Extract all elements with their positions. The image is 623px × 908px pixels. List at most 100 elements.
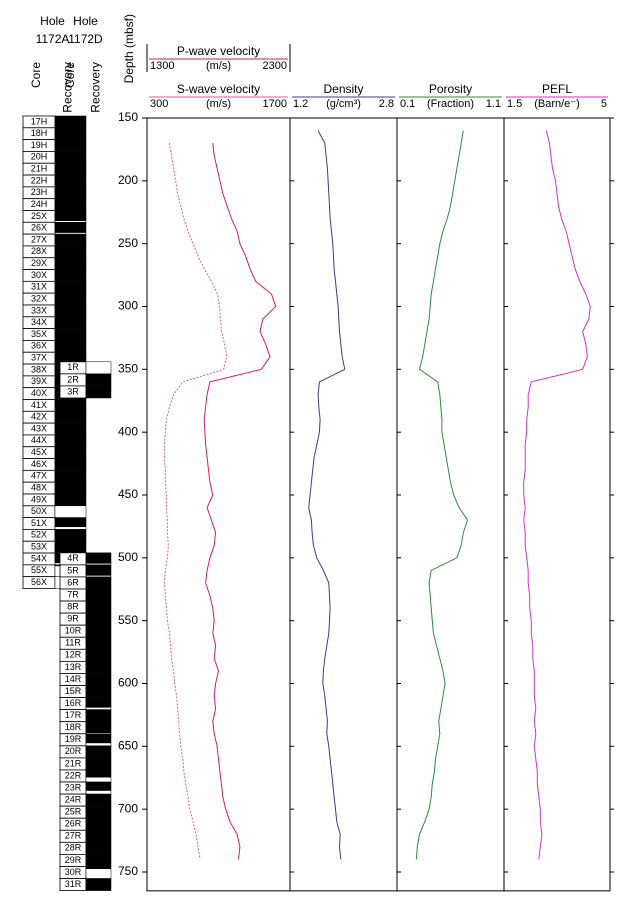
- recovery-bar: [55, 411, 86, 424]
- recovery-bar: [55, 517, 86, 528]
- recovery-bar: [55, 352, 86, 365]
- core-label: 4R: [67, 553, 79, 563]
- core-label: 10R: [65, 626, 82, 636]
- recovery-bar: [86, 564, 111, 576]
- recovery-bar: [55, 198, 86, 211]
- header-frame: [146, 44, 291, 72]
- core-label: 47X: [31, 471, 47, 481]
- recovery-bar: [55, 399, 86, 412]
- core-label: 45X: [31, 447, 47, 457]
- recovery-bar: [55, 458, 86, 471]
- scale-max: 1.1: [486, 98, 501, 110]
- recovery-bar: [55, 257, 86, 270]
- recovery-outline: [85, 361, 112, 375]
- recovery-bar: [55, 139, 86, 152]
- scale-min: 300: [150, 98, 168, 110]
- recovery-bar: [55, 493, 86, 506]
- core-label: 13R: [65, 662, 82, 672]
- recovery-bar: [55, 175, 86, 187]
- core-label: 29X: [31, 258, 47, 268]
- recovery-bar: [86, 854, 111, 867]
- core-label: 28X: [31, 246, 47, 256]
- y-tick-label: 250: [118, 236, 138, 250]
- core-label: 3R: [67, 386, 79, 396]
- core-label: 21H: [31, 164, 48, 174]
- scale-unit: (Barn/e⁻): [534, 98, 580, 110]
- core-label: 22R: [65, 770, 82, 780]
- core-label: 12R: [65, 650, 82, 660]
- core-label: 31R: [65, 879, 82, 889]
- recovery-bar: [86, 745, 111, 758]
- scale-unit: (m/s): [206, 98, 231, 110]
- recovery-bar: [55, 470, 86, 483]
- recovery-bar: [86, 649, 111, 662]
- y-tick-label: 550: [118, 613, 138, 627]
- recovery-bar: [86, 806, 111, 819]
- recovery-bar: [55, 328, 86, 341]
- core-label: 55X: [31, 565, 47, 575]
- recovery-outline: [54, 505, 87, 518]
- core-label: 52X: [31, 530, 47, 540]
- recovery-bar: [86, 794, 111, 807]
- recovery-bar: [55, 186, 86, 199]
- core-label: 6R: [67, 577, 79, 587]
- log-curve: [523, 130, 591, 860]
- core-label: 8R: [67, 601, 79, 611]
- core-label: 33X: [31, 305, 47, 315]
- recovery-bar: [86, 625, 111, 638]
- scale-max: 1700: [263, 98, 287, 110]
- core-label: 18R: [65, 722, 82, 732]
- recovery-bar: [86, 685, 111, 698]
- recovery-bar: [55, 529, 86, 542]
- log-curve: [203, 143, 277, 860]
- recovery-bar: [55, 423, 86, 435]
- scale-max: 5: [601, 98, 607, 110]
- recovery-bar: [55, 163, 86, 176]
- core-label: 30R: [65, 867, 82, 877]
- recovery-bar: [86, 552, 111, 564]
- scale-min: 1300: [150, 60, 174, 72]
- core-label: 49X: [31, 494, 47, 504]
- core-label: 37X: [31, 353, 47, 363]
- recovery-bar: [55, 541, 86, 554]
- core-label: 20R: [65, 746, 82, 756]
- core-label: 24R: [65, 794, 82, 804]
- y-tick-label: 150: [118, 110, 138, 124]
- log-curve: [415, 130, 469, 860]
- y-tick-label: 650: [118, 739, 138, 753]
- core-label: 5R: [67, 565, 79, 575]
- recovery-bar: [86, 576, 111, 589]
- core-label: 35X: [31, 329, 47, 339]
- recovery-bar: [86, 673, 111, 686]
- hole-name: 1172A: [36, 32, 70, 46]
- core-label: 1R: [67, 362, 79, 372]
- core-header: Core: [29, 62, 43, 88]
- scale-min: 1.5: [507, 98, 522, 110]
- recovery-bar: [86, 661, 111, 674]
- core-label: 56X: [31, 577, 47, 587]
- track-frame: [289, 117, 398, 892]
- core-label: 42X: [31, 412, 47, 422]
- core-label: 23H: [31, 187, 48, 197]
- hole-name: 1172D: [68, 32, 103, 46]
- core-label: 51X: [31, 518, 47, 528]
- core-label: 50X: [31, 506, 47, 516]
- core-label: 19R: [65, 734, 82, 744]
- recovery-bar: [86, 769, 111, 778]
- core-label: 31X: [31, 282, 47, 292]
- recovery-bar: [86, 721, 111, 734]
- recovery-bar: [55, 269, 86, 282]
- recovery-bar: [86, 842, 111, 855]
- recovery-bar: [55, 304, 86, 317]
- core-label: 40X: [31, 388, 47, 398]
- recovery-bar: [86, 637, 111, 650]
- y-tick-label: 600: [118, 676, 138, 690]
- recovery-bar: [86, 782, 111, 791]
- recovery-bar: [55, 127, 86, 140]
- recovery-bar: [55, 234, 86, 246]
- core-label: 38X: [31, 364, 47, 374]
- recovery-bar: [55, 316, 86, 329]
- y-tick-label: 350: [118, 362, 138, 376]
- recovery-bar: [86, 385, 111, 398]
